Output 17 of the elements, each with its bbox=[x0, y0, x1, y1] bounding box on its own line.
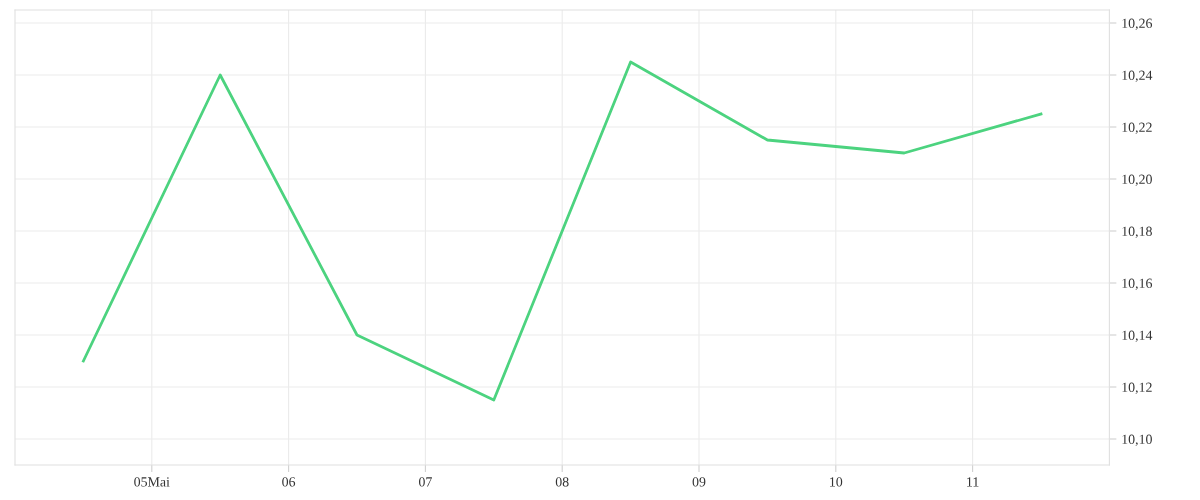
y-tick-label: 10,22 bbox=[1122, 122, 1152, 134]
x-tick-label: 06 bbox=[282, 477, 296, 487]
y-tick-label: 10,16 bbox=[1122, 278, 1153, 290]
x-tick-label: 05Mai bbox=[134, 477, 170, 487]
y-tick-label: 10,26 bbox=[1122, 18, 1153, 30]
x-tick-label: 08 bbox=[555, 477, 569, 487]
x-tick-label: 09 bbox=[692, 477, 706, 487]
x-tick-label: 10 bbox=[830, 477, 843, 487]
line-series bbox=[82, 60, 1043, 402]
y-tick-label: 10,12 bbox=[1122, 382, 1152, 394]
y-tick-label: 10,20 bbox=[1122, 174, 1152, 186]
x-tick-label: 11 bbox=[967, 477, 979, 487]
y-tick-label: 10,24 bbox=[1122, 70, 1153, 82]
y-tick-label: 10,10 bbox=[1122, 434, 1152, 446]
y-tick-label: 10,18 bbox=[1122, 226, 1152, 238]
y-tick-label: 10,14 bbox=[1122, 330, 1153, 342]
x-tick-label: 07 bbox=[418, 477, 432, 487]
